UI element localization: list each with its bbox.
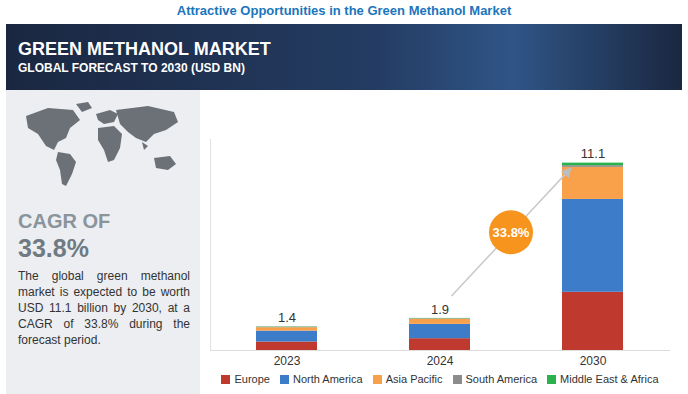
svg-text:1.4: 1.4 bbox=[278, 310, 296, 325]
html-text:Europe: Europe bbox=[234, 373, 270, 385]
html-text:Attractive Opportunities in th: Attractive Opportunities in the Green Me… bbox=[176, 3, 512, 18]
svg-text:2024: 2024 bbox=[427, 354, 454, 368]
html-text:North America: North America bbox=[293, 373, 363, 385]
svg-text:2030: 2030 bbox=[580, 354, 607, 368]
html-text:Asia Pacific: Asia Pacific bbox=[385, 373, 443, 385]
svg-text:1.9: 1.9 bbox=[431, 302, 449, 317]
svg-text:2023: 2023 bbox=[274, 354, 301, 368]
html-text:33.8%: 33.8% bbox=[18, 234, 89, 262]
html-text:CAGR OF: CAGR OF bbox=[18, 210, 111, 232]
html-text:The global green methanol mark: The global green methanol market is expe… bbox=[18, 269, 190, 347]
html-text:Middle East & Africa: Middle East & Africa bbox=[560, 373, 659, 385]
html-text:GLOBAL FORECAST TO 2030 (USD B: GLOBAL FORECAST TO 2030 (USD BN) bbox=[18, 61, 245, 75]
svg-text:33.8%: 33.8% bbox=[493, 225, 530, 240]
html-text:South America: South America bbox=[465, 373, 538, 385]
html-text:GREEN METHANOL MARKET: GREEN METHANOL MARKET bbox=[18, 39, 271, 59]
svg-text:11.1: 11.1 bbox=[581, 146, 605, 161]
